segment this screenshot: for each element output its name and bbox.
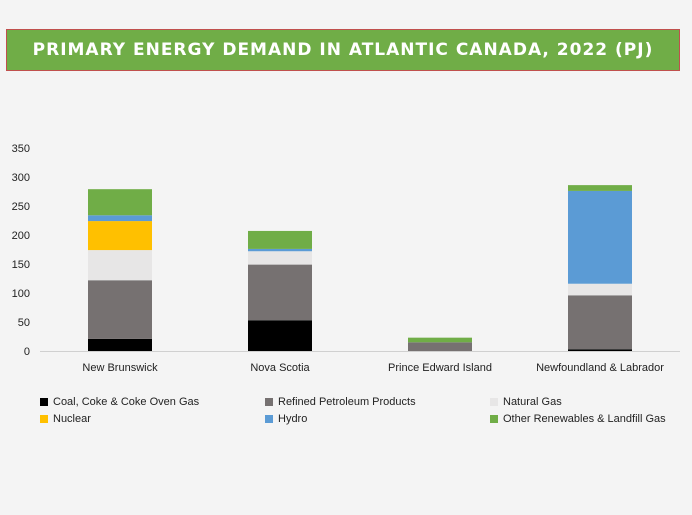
- x-tick-label: New Brunswick: [82, 362, 158, 374]
- legend-label: Nuclear: [53, 413, 91, 425]
- legend-swatch: [265, 398, 273, 406]
- chart-title: PRIMARY ENERGY DEMAND IN ATLANTIC CANADA…: [32, 40, 654, 60]
- y-tick-label: 0: [24, 346, 30, 358]
- bar-segment: [88, 338, 152, 351]
- y-tick-label: 100: [12, 288, 30, 300]
- legend-swatch: [490, 398, 498, 406]
- bar-segment: [88, 215, 152, 222]
- y-tick-label: 150: [12, 259, 30, 271]
- bar-segment: [248, 320, 312, 351]
- legend-item: Other Renewables & Landfill Gas: [490, 413, 680, 425]
- stacked-bar-chart: 0 50 100 150 200 250 300 350 New Brunswick Nova S…: [12, 143, 680, 374]
- bar-segment: [568, 190, 632, 284]
- bar-segment: [568, 283, 632, 296]
- legend-label: Natural Gas: [503, 396, 562, 408]
- legend-item: Hydro: [265, 413, 490, 425]
- legend-swatch: [490, 415, 498, 423]
- bar-segment: [88, 280, 152, 339]
- legend-swatch: [40, 415, 48, 423]
- legend-swatch: [265, 415, 273, 423]
- legend-label: Hydro: [278, 413, 308, 425]
- bar-segment: [88, 221, 152, 251]
- y-tick-label: 50: [18, 317, 30, 329]
- bar-segment: [568, 185, 632, 191]
- y-tick-label: 350: [12, 143, 30, 155]
- y-tick-label: 300: [12, 172, 30, 184]
- y-tick-label: 250: [12, 201, 30, 213]
- bar-segment: [248, 251, 312, 265]
- x-tick-label: Prince Edward Island: [388, 362, 492, 374]
- y-tick-label: 200: [12, 230, 30, 242]
- bar-segment: [248, 248, 312, 252]
- legend-label: Coal, Coke & Coke Oven Gas: [53, 396, 200, 408]
- legend-item: Coal, Coke & Coke Oven Gas: [40, 396, 265, 408]
- bar-segment: [568, 349, 632, 351]
- bar-segment: [248, 230, 312, 249]
- chart-title-banner: PRIMARY ENERGY DEMAND IN ATLANTIC CANADA…: [6, 29, 680, 71]
- legend-item: Refined Petroleum Products: [265, 396, 490, 408]
- legend-swatch: [40, 398, 48, 406]
- bar-segment: [248, 264, 312, 321]
- legend-item: Nuclear: [40, 413, 265, 425]
- bar-segment: [88, 250, 152, 281]
- bar-segment: [568, 295, 632, 350]
- bar-segment: [408, 337, 472, 343]
- bar-segment: [88, 189, 152, 216]
- x-tick-label: Nova Scotia: [250, 362, 310, 374]
- x-tick-label: Newfoundland & Labrador: [536, 362, 664, 374]
- legend-label: Other Renewables & Landfill Gas: [503, 413, 666, 425]
- legend-item: Natural Gas: [490, 396, 680, 408]
- chart-legend: Coal, Coke & Coke Oven Gas Refined Petrol…: [40, 396, 680, 425]
- legend-label: Refined Petroleum Products: [278, 396, 416, 408]
- bar-segment: [408, 342, 472, 351]
